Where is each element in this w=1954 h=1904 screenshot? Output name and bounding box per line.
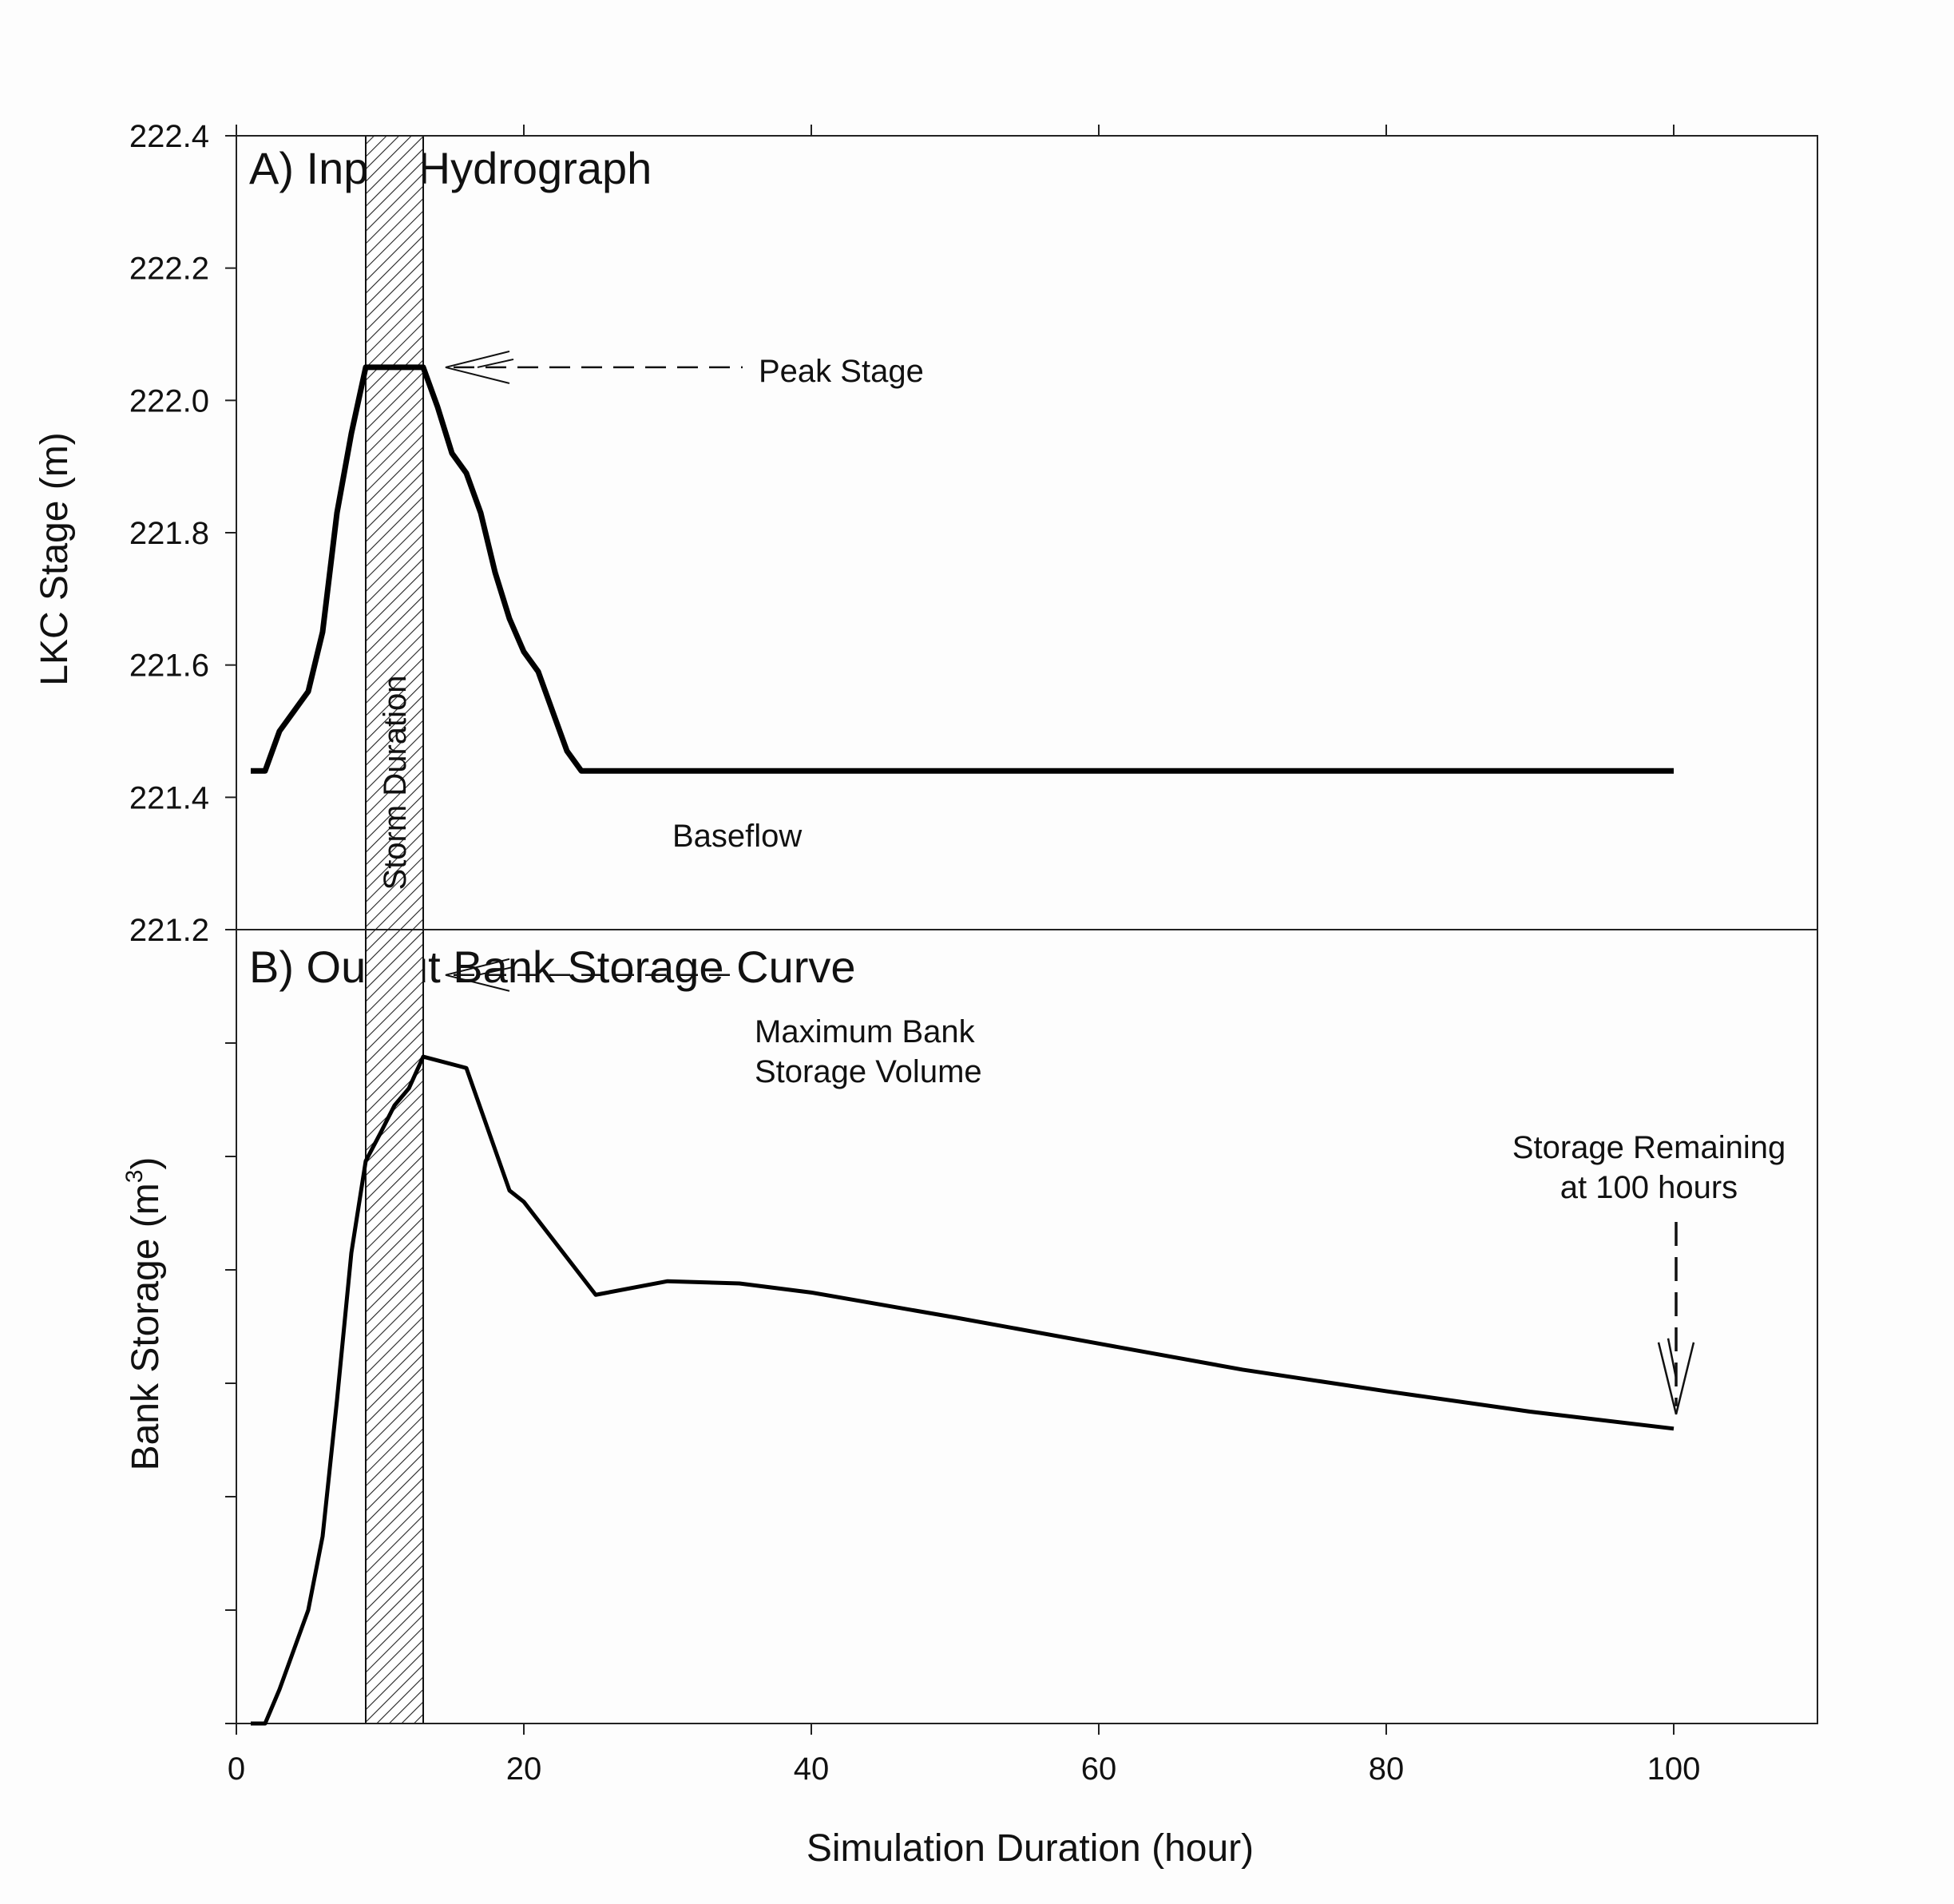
- x-axis-title: Simulation Duration (hour): [807, 1827, 1254, 1870]
- max-storage-label-line1: Maximum Bank: [755, 1014, 976, 1049]
- lkc-stage-line: [251, 364, 1674, 774]
- panel-b-y-axis-title: Bank Storage (m3): [121, 1157, 167, 1471]
- x-tick-label: 20: [506, 1751, 542, 1787]
- baseflow-label: Baseflow: [672, 819, 802, 854]
- panel-a-y-axis-title: LKC Stage (m): [34, 432, 76, 685]
- x-tick-label: 100: [1647, 1751, 1701, 1787]
- panel-b-title: B) Output Bank Storage Curve: [249, 942, 856, 992]
- storage-remaining-label-line1: Storage Remaining: [1512, 1130, 1786, 1165]
- panel-a-y-tick-label: 221.2: [129, 913, 209, 948]
- x-tick-label: 0: [228, 1751, 245, 1787]
- storage-remaining-label-line2: at 100 hours: [1560, 1170, 1738, 1205]
- panel-a-y-tick-label: 222.4: [129, 119, 209, 154]
- panel-a-y-tick-label: 222.0: [129, 383, 209, 418]
- x-tick-label: 60: [1081, 1751, 1117, 1787]
- max-storage-arrow-head: [445, 958, 514, 992]
- max-storage-label-line2: Storage Volume: [755, 1054, 982, 1089]
- peak-stage-label: Peak Stage: [759, 354, 924, 389]
- panel-a-y-tick-label: 221.6: [129, 649, 209, 684]
- bank-storage-line: [251, 1054, 1675, 1726]
- storage-remaining-arrow-head: [1657, 1338, 1695, 1415]
- panel-b-frame: [236, 929, 1818, 1724]
- x-tick-label: 40: [794, 1751, 830, 1787]
- x-tick-label: 80: [1369, 1751, 1405, 1787]
- panel-a-frame: [236, 135, 1818, 930]
- panel-a-y-tick-label: 222.2: [129, 252, 209, 287]
- panel-a-y-tick-label: 221.4: [129, 780, 209, 815]
- panel-a-title: A) Input Hydrograph: [249, 143, 652, 193]
- panel-a-y-tick-label: 221.8: [129, 516, 209, 551]
- storm-duration-band-b: [365, 929, 424, 1724]
- storm-duration-band-a: [365, 135, 424, 930]
- peak-stage-arrow-head: [445, 350, 514, 384]
- storm-duration-label: Storm Duration: [378, 676, 413, 891]
